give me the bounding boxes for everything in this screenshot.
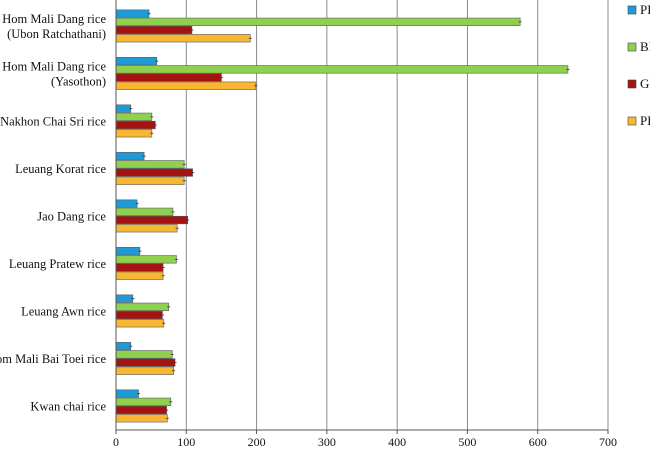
bar-pb bbox=[115, 319, 165, 328]
bar-pr bbox=[115, 104, 132, 113]
bar-pb bbox=[115, 129, 153, 138]
bar-gr bbox=[115, 168, 193, 177]
gridlines bbox=[185, 0, 609, 430]
bar-gr bbox=[115, 358, 176, 367]
legend-swatch bbox=[627, 5, 637, 15]
legend-label: GR bbox=[640, 76, 650, 91]
tick-labels: 0 100 200 300 400 500 600 700 bbox=[113, 435, 617, 449]
category-label: (Ubon Ratchathani) bbox=[7, 27, 106, 41]
bar-gr bbox=[115, 73, 222, 82]
bar-gr bbox=[115, 25, 193, 35]
bar-pr bbox=[115, 247, 141, 256]
bar-br bbox=[115, 112, 153, 121]
category-label: Hom Nakhon Chai Sri rice bbox=[0, 114, 106, 128]
legend-swatch bbox=[627, 42, 637, 52]
category-label: Hom Mali Dang rice bbox=[2, 59, 106, 73]
x-tick-label: 500 bbox=[458, 435, 476, 449]
bar-pb bbox=[115, 81, 257, 90]
bar-br bbox=[115, 160, 185, 169]
bar-pr bbox=[115, 9, 150, 18]
bar-br bbox=[115, 65, 569, 74]
bar-gr bbox=[115, 310, 163, 320]
x-tick-label: 300 bbox=[318, 435, 336, 449]
bar-pr bbox=[115, 389, 139, 398]
bar-br bbox=[115, 302, 170, 311]
legend-swatch bbox=[627, 79, 637, 89]
bar-br bbox=[115, 397, 172, 406]
bar-gr bbox=[115, 215, 188, 225]
bar-br bbox=[115, 350, 173, 359]
category-label: (Yasothon) bbox=[51, 74, 106, 88]
bar-br bbox=[115, 207, 174, 216]
legend-label: PB bbox=[640, 113, 650, 128]
bar-pb bbox=[115, 34, 251, 43]
x-tick-label: 700 bbox=[599, 435, 617, 449]
bar-pr bbox=[115, 342, 132, 351]
category-label: Jao Dang rice bbox=[37, 209, 106, 223]
bar-pb bbox=[115, 366, 174, 375]
x-tick-label: 0 bbox=[113, 435, 119, 449]
legend: PR BR GR PB bbox=[627, 2, 650, 128]
bar-gr bbox=[115, 405, 167, 415]
axes bbox=[115, 0, 609, 434]
x-tick-label: 600 bbox=[529, 435, 547, 449]
x-tick-label: 100 bbox=[177, 435, 195, 449]
bar-pr bbox=[115, 294, 134, 303]
legend-swatch bbox=[627, 116, 637, 126]
bar-gr bbox=[115, 263, 164, 272]
category-label: Kwan chai rice bbox=[30, 399, 106, 413]
x-tick-label: 400 bbox=[388, 435, 406, 449]
bar-pb bbox=[115, 176, 185, 185]
bar-br bbox=[115, 255, 177, 264]
category-label: Leuang Pratew rice bbox=[9, 257, 107, 271]
legend-label: PR bbox=[640, 2, 650, 17]
bar-br bbox=[115, 17, 521, 26]
category-label: Hom Mali Bai Toei rice bbox=[0, 352, 106, 366]
bar-pb bbox=[115, 271, 164, 280]
x-tick-label: 200 bbox=[248, 435, 266, 449]
category-label: Leuang Korat rice bbox=[15, 162, 106, 176]
bar-pb bbox=[115, 414, 168, 423]
bar-pr bbox=[115, 57, 158, 66]
category-label: Hom Mali Dang rice bbox=[2, 12, 106, 26]
bar-pr bbox=[115, 199, 138, 208]
category-labels: Hom Mali Dang rice(Maha Sarakham)Hom Mal… bbox=[0, 12, 107, 414]
bar-gr bbox=[115, 120, 156, 130]
category-label: Leuang Awn rice bbox=[21, 304, 106, 318]
bar-pb bbox=[115, 224, 178, 233]
legend-label: BR bbox=[640, 39, 650, 54]
bar-pr bbox=[115, 152, 145, 161]
bars bbox=[115, 9, 570, 423]
